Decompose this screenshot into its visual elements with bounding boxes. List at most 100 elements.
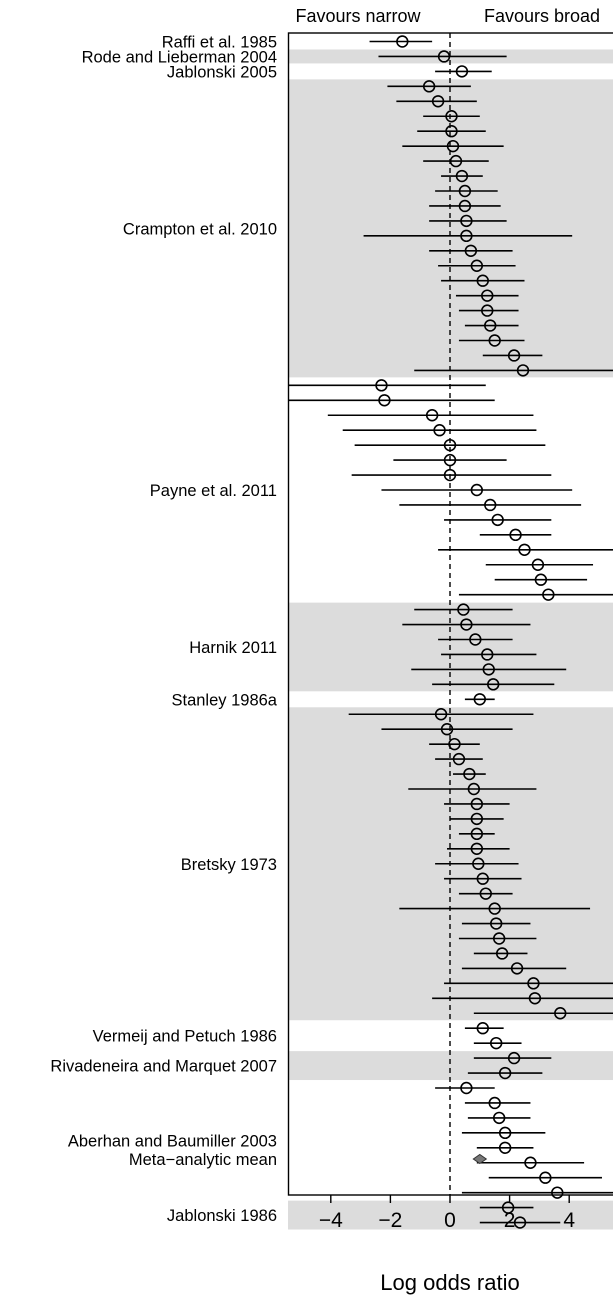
point-estimate xyxy=(488,334,501,347)
point-estimate xyxy=(498,1066,512,1080)
point-estimate xyxy=(498,1141,512,1155)
favours-broad-label: Favours broad xyxy=(484,6,600,26)
point-estimate xyxy=(539,1171,552,1184)
point-estimate xyxy=(507,1051,521,1065)
point-estimate xyxy=(378,394,391,407)
x-tick-label: 4 xyxy=(563,1209,575,1232)
point-estimate xyxy=(484,319,497,332)
point-estimate xyxy=(509,528,522,542)
point-estimate xyxy=(487,678,500,691)
point-estimate xyxy=(542,588,555,601)
point-estimate xyxy=(446,139,460,153)
point-estimate xyxy=(554,1007,567,1020)
point-estimate xyxy=(437,50,451,63)
point-estimate xyxy=(443,438,457,452)
point-estimate xyxy=(470,483,484,497)
point-estimate xyxy=(481,304,494,317)
study-label: Payne et al. 2011 xyxy=(150,482,277,500)
point-estimate xyxy=(448,737,461,751)
point-estimate xyxy=(491,513,504,527)
x-tick-label: −4 xyxy=(319,1209,343,1232)
point-estimate xyxy=(488,902,501,915)
point-estimate xyxy=(443,453,457,467)
point-estimate xyxy=(531,558,545,571)
study-label: Crampton et al. 2010 xyxy=(123,220,277,238)
point-estimate xyxy=(470,827,484,841)
point-estimate xyxy=(495,947,509,960)
point-estimate xyxy=(460,229,473,243)
study-label: Harnik 2011 xyxy=(189,639,277,657)
summary-diamond xyxy=(472,1153,488,1165)
favours-narrow-label: Favours narrow xyxy=(295,6,421,26)
point-estimate xyxy=(479,887,492,900)
point-estimate xyxy=(482,663,495,676)
study-bands xyxy=(288,49,613,1230)
point-estimate xyxy=(449,154,463,168)
x-axis-title: Log odds ratio xyxy=(380,1270,519,1295)
point-estimate xyxy=(551,1186,564,1199)
study-band-9 xyxy=(288,1051,613,1081)
point-estimate xyxy=(513,1216,527,1229)
point-estimate xyxy=(460,214,473,228)
point-estimate xyxy=(492,1111,506,1125)
point-estimate xyxy=(458,199,472,213)
point-estimate xyxy=(481,648,494,661)
study-label: Stanley 1986a xyxy=(171,691,277,709)
study-label: Bretsky 1973 xyxy=(181,856,277,874)
point-estimate xyxy=(445,124,458,138)
point-estimate xyxy=(476,872,489,885)
point-estimate xyxy=(510,962,524,975)
study-label: Jablonski 2005 xyxy=(167,63,277,81)
study-band-11 xyxy=(288,1200,613,1230)
point-estimate xyxy=(470,812,484,826)
point-estimate xyxy=(492,932,506,945)
point-estimate xyxy=(489,1036,503,1050)
plot-frame xyxy=(287,32,613,1196)
point-estimate xyxy=(464,244,478,258)
point-estimate xyxy=(425,409,439,422)
x-axis: −4 −2 0 2 4 xyxy=(319,1195,575,1232)
study-label: Raffi et al. 1985 xyxy=(162,34,277,52)
x-tick-label: −2 xyxy=(378,1209,402,1232)
point-estimate xyxy=(455,169,469,183)
point-estimate xyxy=(489,917,503,930)
summary-label: Meta−analytic mean xyxy=(129,1151,277,1169)
point-estimate xyxy=(440,722,454,736)
point-estimate xyxy=(518,543,531,556)
point-estimate xyxy=(524,1156,537,1169)
point-estimate xyxy=(452,752,466,766)
study-label: Rode and Lieberman 2004 xyxy=(82,48,277,66)
point-estimate xyxy=(445,110,458,123)
point-estimate xyxy=(534,573,548,586)
point-estimate xyxy=(467,782,481,796)
point-estimate xyxy=(470,797,484,811)
plot-border xyxy=(287,32,613,1196)
point-estimate xyxy=(460,618,473,631)
point-estimate xyxy=(516,364,530,377)
point-estimate xyxy=(498,1126,512,1140)
point-estimate xyxy=(470,259,484,272)
point-estimate xyxy=(458,184,472,198)
point-estimate xyxy=(396,35,409,48)
point-estimate xyxy=(501,1201,515,1214)
point-estimate xyxy=(470,842,484,855)
point-estimate xyxy=(488,1096,501,1110)
point-estimate xyxy=(507,349,521,362)
study-label: Vermeij and Petuch 1986 xyxy=(93,1028,277,1046)
point-estimate xyxy=(431,95,445,108)
point-estimate xyxy=(460,1081,473,1095)
point-estimate xyxy=(472,857,485,870)
point-estimate xyxy=(434,708,448,721)
point-estimate xyxy=(455,65,469,78)
study-label: Aberhan and Baumiller 2003 xyxy=(68,1132,277,1150)
point-estimate xyxy=(375,379,388,392)
point-estimate xyxy=(422,80,436,93)
point-estimate xyxy=(528,992,542,1005)
study-label: Rivadeneira and Marquet 2007 xyxy=(50,1058,277,1076)
confidence-intervals xyxy=(288,40,613,1224)
x-tick-label: 0 xyxy=(444,1209,456,1232)
point-estimate xyxy=(484,498,497,512)
point-estimates xyxy=(375,35,567,1229)
point-estimate xyxy=(443,468,457,482)
